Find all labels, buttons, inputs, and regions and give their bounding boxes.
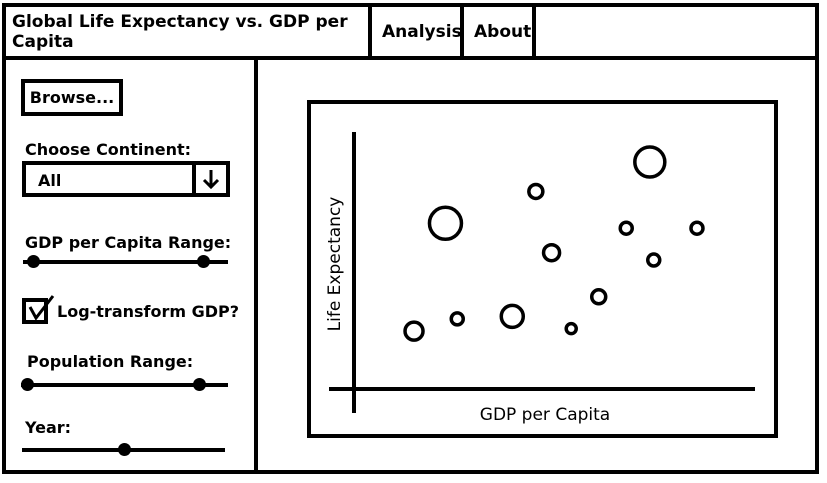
- log-transform-checkbox[interactable]: [22, 295, 55, 324]
- data-point[interactable]: [564, 321, 578, 336]
- population-range-slider[interactable]: [21, 375, 228, 395]
- tab-analysis-label: Analysis: [382, 21, 462, 42]
- tab-bar-divider: [2, 56, 819, 60]
- plot-panel: [307, 100, 778, 438]
- scatter-chart: GDP per Capita Life Expectancy: [325, 132, 755, 425]
- data-point[interactable]: [689, 220, 705, 236]
- population-range-track: [21, 383, 228, 387]
- year-slider[interactable]: [22, 440, 225, 460]
- checkmark-icon: [28, 295, 55, 321]
- browse-button-label: Browse...: [29, 88, 115, 107]
- log-transform-label: Log-transform GDP?: [57, 302, 240, 321]
- data-point[interactable]: [618, 220, 634, 236]
- tab-about-label: About: [474, 21, 532, 42]
- tab-title-label: Global Life Expectancy vs. GDP per Capit…: [12, 11, 348, 52]
- gdp-range-slider[interactable]: [23, 252, 228, 272]
- tab-about[interactable]: About: [464, 3, 536, 60]
- year-handle[interactable]: [117, 443, 131, 456]
- tab-title[interactable]: Global Life Expectancy vs. GDP per Capit…: [2, 3, 372, 60]
- gdp-range-max-handle[interactable]: [197, 255, 211, 268]
- sidebar-divider: [254, 58, 258, 474]
- population-range-label: Population Range:: [27, 352, 194, 371]
- data-point[interactable]: [541, 242, 562, 263]
- population-range-max-handle[interactable]: [193, 378, 207, 391]
- dropdown-arrow-icon[interactable]: [192, 165, 226, 193]
- data-point[interactable]: [499, 303, 526, 330]
- gdp-range-track: [23, 260, 228, 264]
- data-point[interactable]: [427, 205, 464, 242]
- data-point[interactable]: [449, 311, 465, 327]
- tab-bar: Global Life Expectancy vs. GDP per Capit…: [2, 3, 819, 60]
- y-axis-label: Life Expectancy: [325, 197, 345, 332]
- data-point[interactable]: [527, 182, 545, 201]
- continent-select-value: All: [38, 171, 62, 190]
- population-range-min-handle[interactable]: [21, 378, 35, 391]
- data-point[interactable]: [646, 252, 662, 268]
- data-point[interactable]: [633, 145, 667, 179]
- year-label: Year:: [25, 418, 72, 437]
- gdp-range-min-handle[interactable]: [27, 255, 41, 268]
- continent-label: Choose Continent:: [25, 140, 191, 159]
- continent-select[interactable]: All: [22, 161, 230, 197]
- scatter-points: [403, 145, 705, 342]
- gdp-range-label: GDP per Capita Range:: [25, 233, 232, 252]
- app-window: [2, 3, 819, 474]
- x-axis-label: GDP per Capita: [480, 405, 610, 425]
- data-point[interactable]: [403, 320, 425, 342]
- browse-button[interactable]: Browse...: [21, 79, 123, 116]
- tab-analysis[interactable]: Analysis: [372, 3, 464, 60]
- data-point[interactable]: [589, 288, 608, 306]
